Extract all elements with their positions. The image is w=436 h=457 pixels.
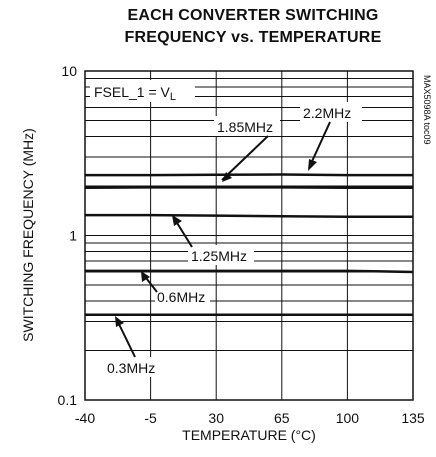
series-line-0-6mhz: [85, 269, 414, 274]
x-tick-label: -5: [144, 410, 157, 426]
arrow-1-85mhz: [221, 135, 269, 181]
y-axis-label: SWITCHING FREQUENCY (MHz): [20, 128, 36, 342]
label-bg-0-3: [104, 357, 160, 377]
x-tick-labels: -40 -5 30 65 100 135: [75, 410, 425, 426]
series-line-2-2mhz: [85, 173, 413, 177]
series-label-0-3mhz: 0.3MHz: [107, 360, 155, 376]
x-tick-label: 30: [208, 410, 224, 426]
chart-title-line-1: EACH CONVERTER SWITCHING: [127, 7, 379, 24]
figure-id-watermark: MAX5098A toc09: [422, 75, 432, 145]
condition-label: FSEL_1 = VL: [94, 84, 176, 103]
arrowhead-0-6mhz: [141, 271, 150, 282]
label-bg-0-6: [155, 286, 210, 306]
y-tick-label: 10: [61, 63, 77, 79]
arrowhead-1-25mhz: [172, 215, 182, 226]
plot-frame: [84, 70, 414, 401]
label-bg-2-2: [300, 102, 362, 122]
label-bg-1-85: [214, 116, 280, 136]
y-tick-labels: 0.1 1 10: [58, 63, 78, 408]
arrowhead-1-85mhz: [222, 172, 232, 182]
y-tick-label: 1: [69, 228, 77, 244]
series-label-1-25mhz: 1.25MHz: [191, 248, 247, 264]
chart-title-line-2: FREQUENCY vs. TEMPERATURE: [124, 29, 382, 46]
series-annotations: 1.85MHz 2.2MHz 1.25MHz 0.6MHz 0.3MHz: [104, 102, 362, 377]
series-line-1-25mhz: [85, 213, 413, 219]
series-lines: [84, 173, 414, 316]
arrowhead-0-3mhz: [115, 316, 124, 327]
x-tick-label: 100: [336, 410, 360, 426]
y-tick-label: 0.1: [58, 392, 78, 408]
series-label-1-85mhz: 1.85MHz: [217, 119, 273, 135]
series-label-0-6mhz: 0.6MHz: [157, 289, 205, 305]
arrow-0-3mhz: [116, 319, 136, 358]
arrowhead-2-2mhz: [308, 159, 317, 171]
x-axis-label: TEMPERATURE (°C): [182, 427, 316, 443]
x-tick-label: -40: [75, 410, 95, 426]
label-bg-1-25: [188, 245, 254, 265]
condition-label-box: [90, 80, 195, 102]
x-tick-label: 65: [274, 410, 290, 426]
x-tick-label: 135: [401, 410, 425, 426]
series-label-2-2mhz: 2.2MHz: [303, 105, 351, 121]
